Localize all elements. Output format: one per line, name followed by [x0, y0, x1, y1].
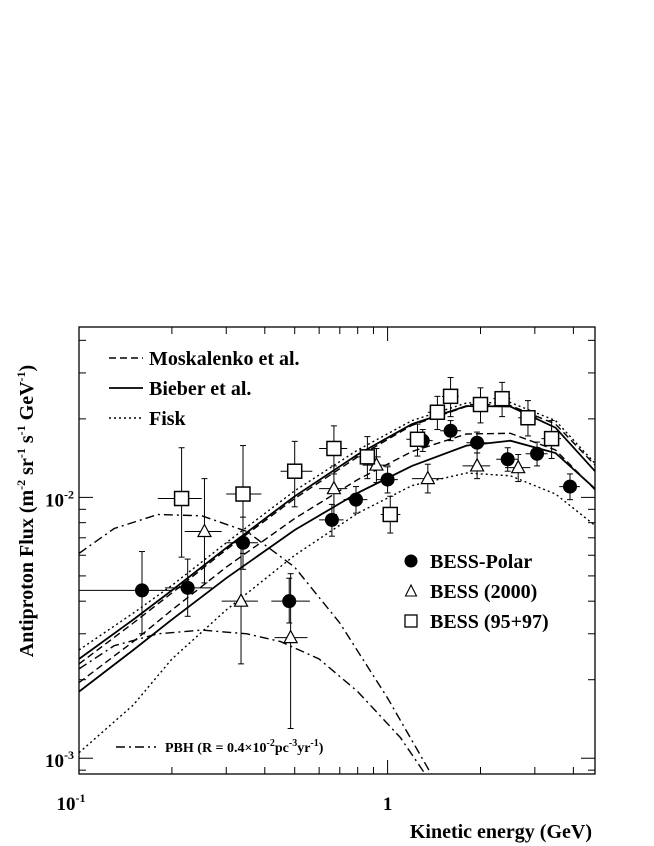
data-points	[79, 377, 580, 730]
legend-model-label: Moskalenko et al.	[149, 348, 300, 370]
model-curve	[79, 472, 595, 754]
legend-models: Moskalenko et al. Bieber et al. Fisk	[109, 348, 300, 430]
marker-filled-circle	[282, 594, 297, 609]
marker-filled-circle	[380, 472, 395, 487]
marker-open-square	[442, 388, 459, 405]
marker-open-square	[286, 463, 303, 479]
legend-data-label: BESS (2000)	[430, 581, 537, 603]
model-curve	[79, 432, 595, 684]
marker-open-square	[429, 404, 446, 421]
y-axis-label: Antiproton Flux (m-2 sr-1 s-1 GeV-1)	[14, 365, 38, 657]
x-tick-label: 10-1	[57, 791, 86, 815]
x-tick-label: 1	[383, 794, 393, 815]
pbh-legend: PBH (R = 0.4×10-2pc-3yr-1)	[116, 738, 324, 756]
model-curve	[79, 513, 433, 774]
legend-model-label: Bieber et al.	[149, 378, 251, 400]
legend-model-label: Fisk	[149, 408, 187, 430]
model-curve	[79, 629, 427, 774]
axis-ticks	[78, 327, 595, 774]
marker-filled-circle	[530, 446, 545, 461]
tick-labels: 10-1 1 10-2 10-3	[45, 487, 392, 815]
marker-filled-circle	[349, 492, 364, 507]
legend-marker-open-triangle	[404, 583, 418, 597]
marker-open-triangle	[196, 523, 212, 538]
marker-filled-circle	[324, 512, 339, 527]
y-tick-label: 10-3	[45, 748, 74, 772]
marker-open-square	[173, 490, 190, 507]
marker-open-triangle	[420, 470, 436, 485]
marker-open-square	[520, 409, 536, 426]
model-curves	[79, 401, 595, 774]
marker-open-triangle	[283, 629, 299, 644]
plot-frame	[78, 326, 596, 775]
y-tick-label: 10-2	[45, 487, 74, 511]
marker-filled-circle	[134, 583, 149, 598]
legend-data-label: BESS-Polar	[430, 551, 532, 573]
marker-filled-circle	[470, 435, 485, 450]
x-axis-label: Kinetic energy (GeV)	[410, 821, 592, 843]
pbh-legend-label: PBH (R = 0.4×10-2pc-3yr-1)	[165, 738, 324, 756]
y-axis-label-group: Antiproton Flux (m-2 sr-1 s-1 GeV-1)	[14, 365, 38, 657]
marker-open-triangle	[510, 459, 526, 474]
marker-open-square	[543, 430, 560, 447]
marker-filled-circle	[180, 580, 195, 595]
marker-open-triangle	[233, 592, 249, 607]
marker-filled-circle	[562, 479, 577, 494]
marker-open-square	[472, 396, 489, 413]
marker-open-triangle	[326, 480, 342, 495]
marker-filled-circle	[443, 423, 458, 438]
marker-open-square	[235, 486, 251, 502]
legend-marker-open-square	[404, 614, 418, 628]
legend-data: BESS-Polar BESS (2000) BESS (95+97)	[404, 551, 549, 633]
marker-open-square	[382, 506, 398, 523]
marker-open-square	[494, 390, 510, 407]
marker-open-square	[326, 440, 342, 457]
legend-marker-filled-circle	[404, 554, 418, 568]
marker-filled-circle	[500, 452, 515, 467]
marker-open-square	[409, 431, 426, 448]
marker-open-square	[359, 449, 376, 465]
legend-data-label: BESS (95+97)	[430, 611, 549, 633]
marker-open-triangle	[469, 457, 485, 472]
